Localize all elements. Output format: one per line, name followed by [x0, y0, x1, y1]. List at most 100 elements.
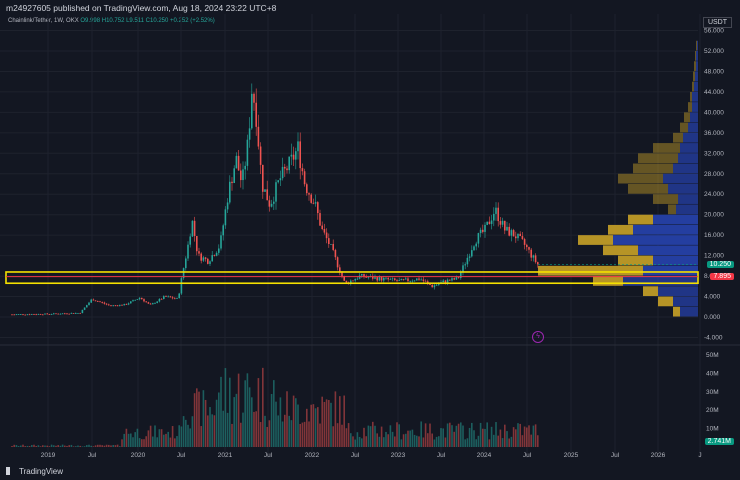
volume-bar: [407, 430, 409, 447]
volume-profile-bar-buy: [653, 255, 698, 266]
candle-body: [211, 255, 213, 262]
candle-body: [94, 300, 97, 302]
volume-bar: [176, 436, 178, 447]
volume-bar: [79, 445, 81, 447]
candle-body: [200, 253, 202, 261]
volume-bar: [273, 380, 275, 447]
time-tick-label: 2025: [564, 452, 579, 459]
volume-bar: [202, 390, 205, 447]
candle-body: [268, 200, 271, 207]
candle-body: [479, 229, 482, 234]
volume-bar: [171, 426, 174, 447]
time-tick-label: 2023: [391, 452, 406, 459]
candle-body: [444, 280, 447, 283]
volume-profile-bar-sell: [688, 102, 692, 112]
candle-body: [279, 178, 282, 181]
volume-profile-bar-sell: [673, 132, 683, 143]
candle-body: [75, 313, 77, 314]
candle-body: [226, 202, 229, 210]
volume-profile-bar-buy: [633, 224, 698, 235]
symbol-legend[interactable]: Chainlink/Tether, 1W, OKX O9.998 H10.752…: [8, 18, 215, 24]
volume-bar: [490, 426, 493, 447]
candle-body: [484, 224, 486, 232]
volume-bar: [394, 436, 396, 447]
volume-bar: [189, 428, 191, 447]
volume-bar: [409, 430, 411, 447]
header-bar: m24927605 published on TradingView.com, …: [0, 0, 740, 14]
volume-profile-bar-buy: [694, 81, 698, 92]
volume-profile-bar-sell: [643, 286, 658, 297]
candle-body: [121, 304, 123, 306]
candle-body: [77, 312, 79, 314]
volume-profile-bar-sell: [538, 265, 643, 276]
candle-body: [451, 278, 453, 281]
candle-body: [334, 249, 337, 258]
candle-body: [519, 233, 521, 237]
time-tick-label: Jul: [437, 452, 446, 459]
volume-bar: [152, 436, 154, 447]
volume-bar: [517, 423, 519, 447]
volume-bar: [110, 445, 112, 447]
volume-profile-bar-sell: [628, 214, 653, 225]
candlestick-series: [11, 83, 539, 316]
candle-body: [477, 233, 480, 244]
volume-profile-bar-buy: [668, 184, 698, 194]
candle-body: [385, 277, 387, 279]
candle-body: [466, 257, 469, 265]
candle-body: [53, 313, 55, 315]
candle-body: [125, 304, 128, 305]
price-tick-label: 52.000: [704, 48, 724, 55]
candle-body: [330, 243, 332, 245]
price-tick-label: -4.000: [704, 334, 723, 341]
volume-bar: [141, 439, 143, 447]
candle-body: [356, 278, 359, 280]
candle-body: [26, 314, 29, 316]
candle-body: [204, 257, 207, 259]
candle-body: [123, 304, 125, 306]
volume-bar: [13, 444, 15, 447]
volume-bar: [477, 435, 480, 447]
time-tick-label: Jul: [351, 452, 360, 459]
tradingview-logo[interactable]: TradingView: [6, 467, 63, 476]
time-tick-label: 2026: [651, 452, 666, 459]
volume-bar: [147, 430, 150, 447]
volume-bar: [101, 445, 103, 447]
ohlc-close: C10.250: [145, 18, 169, 24]
price-tick-label: 56.000: [704, 28, 724, 35]
volume-bar: [299, 423, 301, 447]
candle-body: [312, 202, 315, 204]
volume-bar: [143, 439, 145, 447]
candle-body: [266, 189, 268, 201]
volume-bar: [103, 445, 106, 447]
candle-body: [136, 299, 139, 300]
volume-profile-bar-buy: [673, 163, 698, 174]
volume-bar: [508, 438, 510, 447]
candle-body: [31, 314, 33, 315]
candle-body: [13, 314, 15, 316]
candle-body: [218, 248, 220, 253]
candle-body: [198, 251, 200, 254]
candle-body: [405, 278, 407, 280]
volume-bar: [301, 422, 304, 447]
candle-body: [482, 229, 484, 232]
tv-logo-icon: [6, 467, 10, 475]
lightning-icon[interactable]: ϟ: [532, 331, 544, 343]
volume-profile-bar-sell: [668, 204, 676, 215]
candle-body: [167, 296, 169, 298]
candle-body: [365, 276, 367, 278]
candle-body: [28, 314, 31, 316]
currency-button[interactable]: USDT: [702, 17, 732, 28]
candle-body: [90, 299, 92, 303]
volume-bar: [28, 446, 31, 447]
volume-bar: [433, 439, 436, 447]
candle-body: [394, 278, 396, 280]
volume-bar: [209, 407, 211, 447]
candle-body: [97, 301, 99, 302]
candle-body: [257, 126, 260, 147]
volume-bar: [306, 408, 308, 447]
candle-body: [339, 267, 341, 273]
candle-body: [286, 168, 288, 171]
candle-body: [240, 170, 242, 181]
candle-body: [389, 279, 392, 280]
